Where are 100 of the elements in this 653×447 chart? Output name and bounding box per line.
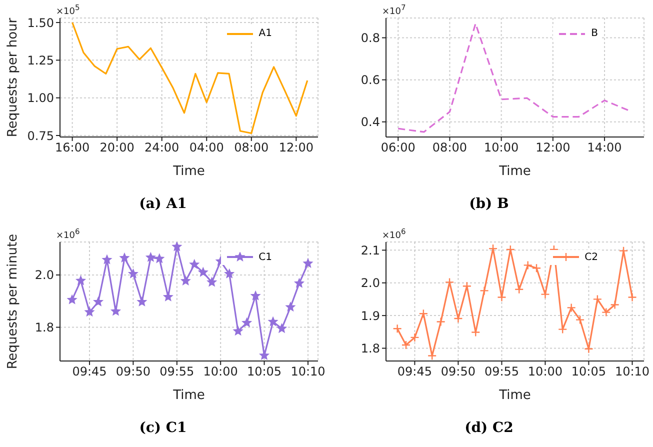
point: [207, 277, 216, 286]
x-tick-label: 09:55: [160, 364, 194, 378]
point: [566, 302, 576, 312]
point: [523, 260, 532, 270]
x-tick-label: 09:55: [484, 364, 520, 378]
point: [198, 267, 208, 276]
point: [138, 296, 146, 306]
point: [410, 332, 420, 342]
y-tick-label: 1.25: [27, 53, 54, 68]
x-tick-label: 09:50: [440, 364, 476, 378]
x-tick-label: 09:50: [116, 364, 150, 378]
point: [592, 294, 602, 304]
y-tick-label: 1.8: [360, 341, 380, 356]
y-tick-label: 0.75: [27, 128, 54, 143]
x-tick-label: 04:00: [189, 140, 224, 155]
point: [146, 252, 156, 261]
text: ×10$^{6}$: [56, 226, 80, 240]
point: [454, 313, 463, 323]
point: [181, 276, 190, 284]
point: [401, 340, 411, 350]
y-tick-label: 1.8: [34, 320, 54, 334]
x-tick-label: 10:00: [528, 364, 563, 378]
y-tick-label: 0.4: [360, 115, 380, 130]
point: [102, 254, 112, 264]
point: [610, 300, 620, 309]
x-tick-label: 09:45: [72, 364, 107, 378]
y-tick-label: 1.00: [27, 91, 54, 106]
point: [111, 306, 120, 315]
point: [294, 278, 304, 287]
point: [418, 308, 428, 318]
x-tick-label: 09:45: [397, 364, 432, 378]
point: [628, 292, 637, 302]
text: ×10$^{5}$: [56, 3, 80, 17]
point: [128, 268, 138, 278]
x-tick-label: 14:00: [587, 140, 622, 155]
legend-label: C2: [584, 252, 598, 262]
point: [155, 254, 164, 262]
point: [540, 289, 550, 298]
x-tick-label: 10:05: [571, 364, 606, 378]
y-tick-label: 0.8: [360, 31, 380, 46]
legend-label: C1: [258, 252, 272, 262]
point: [94, 296, 103, 306]
point: [172, 242, 182, 250]
point: [392, 324, 402, 333]
x-tick-label: 20:00: [100, 140, 134, 155]
x-tick-label: 12:00: [278, 140, 314, 155]
point: [444, 277, 454, 286]
y-axis-title: Requests per hour: [6, 17, 21, 138]
x-axis-title: Time: [172, 164, 205, 179]
point: [268, 316, 278, 326]
text: (b) B: [469, 196, 509, 212]
point: [251, 290, 260, 300]
point: [558, 324, 568, 334]
point: [436, 316, 446, 326]
x-axis-title: Time: [172, 388, 205, 402]
y-tick-label: 2.0: [34, 268, 54, 282]
point: [462, 281, 472, 290]
point: [428, 350, 437, 360]
x-tick-label: 08:00: [234, 140, 269, 155]
point: [480, 286, 489, 295]
text: (d) C2: [464, 420, 514, 436]
x-tick-label: 06:00: [380, 140, 416, 155]
point: [304, 258, 312, 267]
y-tick-label: 2.0: [360, 276, 380, 290]
text: (c) C1: [139, 420, 187, 436]
text: ×10$^{6}$: [382, 226, 406, 240]
x-tick-label: 10:10: [290, 364, 326, 378]
x-tick-label: 10:00: [203, 364, 238, 378]
point: [514, 284, 524, 294]
y-tick-label: 1.50: [27, 16, 54, 30]
point: [68, 294, 76, 304]
x-tick-label: 10:00: [484, 140, 519, 155]
point: [224, 268, 234, 278]
point: [76, 276, 86, 284]
text: ×10$^{7}$: [382, 3, 406, 17]
x-tick-label: 08:00: [432, 140, 468, 155]
point: [242, 318, 252, 326]
y-axis-title: Requests per minute: [6, 233, 21, 369]
x-tick-label: 10:05: [246, 364, 282, 378]
point: [260, 350, 269, 359]
point: [575, 314, 585, 324]
x-tick-label: 10:10: [614, 364, 650, 378]
x-axis-title: Time: [498, 164, 531, 179]
legend-label: A1: [258, 28, 272, 39]
legend-label: B: [591, 28, 598, 39]
x-tick-label: 24:00: [144, 140, 180, 155]
point: [584, 344, 594, 354]
point: [532, 263, 542, 272]
text: (a) A1: [139, 196, 187, 212]
x-tick-label: 16:00: [55, 140, 90, 155]
x-tick-label: 12:00: [536, 140, 570, 155]
y-tick-label: 1.9: [360, 308, 380, 322]
point: [120, 252, 129, 262]
y-tick-label: 0.6: [360, 73, 380, 88]
line-series: [72, 22, 308, 134]
y-tick-label: 2.1: [360, 242, 380, 257]
point: [190, 259, 199, 268]
point: [164, 292, 173, 300]
point: [234, 326, 242, 335]
x-axis-title: Time: [498, 388, 531, 402]
